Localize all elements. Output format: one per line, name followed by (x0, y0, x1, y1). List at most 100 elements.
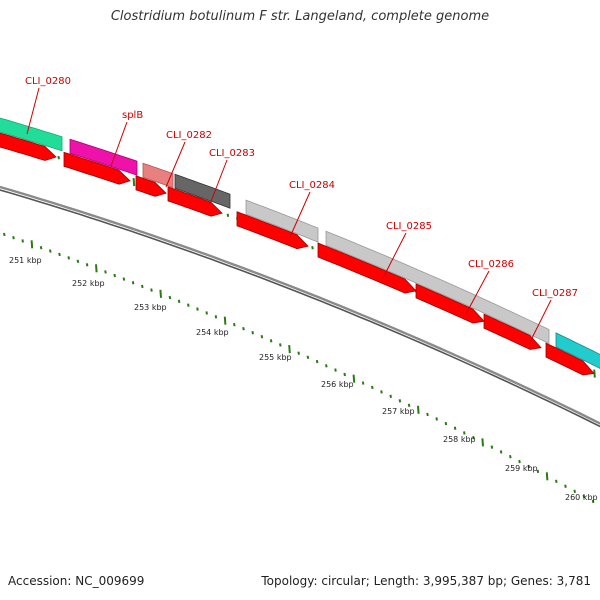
scale-tick (591, 499, 595, 504)
scale-tick (343, 372, 346, 377)
scale-tick (288, 344, 291, 354)
scale-tick (453, 426, 457, 430)
upper-tick (311, 246, 314, 250)
scale-tick (214, 315, 218, 319)
upper-tick (226, 213, 230, 217)
scale-tick (67, 256, 70, 260)
scale-tick (509, 455, 512, 459)
scale-tick (555, 479, 558, 483)
scale-tick (223, 316, 227, 325)
scale-tick (407, 403, 411, 408)
scale-tick (233, 322, 236, 327)
scale-tick (297, 351, 300, 355)
gene-label-cli-0285: CLI_0285 (386, 221, 432, 232)
cds-arrow (63, 151, 131, 185)
scale-tick (435, 417, 438, 421)
leader-line (528, 299, 552, 345)
cds-arrow (0, 132, 57, 161)
cds-track (0, 132, 595, 376)
scale-tick (260, 335, 264, 339)
upper-tick (57, 155, 60, 160)
scale-label-255: 255 kbp (259, 353, 292, 362)
scale-label-254: 254 kbp (196, 328, 229, 337)
scale-tick (150, 288, 153, 292)
scale-tick (104, 270, 107, 274)
feature-box-cli-0287 (555, 332, 600, 369)
scale-tick (196, 307, 199, 311)
scale-label-253: 253 kbp (134, 303, 167, 312)
scale-tick (177, 299, 181, 304)
leader-line (110, 121, 128, 167)
feature-box-cli-0284 (245, 199, 319, 243)
scale-tick (518, 459, 521, 464)
scale-tick (242, 326, 245, 331)
cds-arrow (236, 211, 309, 250)
scale-tick (352, 374, 356, 383)
leader-line (382, 232, 407, 279)
scale-tick (279, 343, 282, 347)
scale-tick (122, 277, 126, 281)
scale-tick (463, 431, 466, 435)
label-leaders (26, 87, 552, 345)
leader-line (465, 270, 490, 315)
upper-tick (132, 177, 136, 187)
scale-tick (582, 494, 586, 499)
scale-tick (39, 245, 43, 250)
scale-tick (95, 264, 98, 273)
gene-label-cli-0284: CLI_0284 (289, 180, 335, 191)
scale-label-258: 258 kbp (443, 435, 476, 444)
scale-tick (251, 330, 254, 335)
feature-box-cli-0283 (174, 173, 231, 209)
scale-tick (159, 289, 162, 298)
scale-tick (30, 240, 34, 249)
accession-label: Accession: NC_009699 (8, 574, 145, 588)
scale-label-251: 251 kbp (9, 256, 42, 265)
labels: CLI_0280 splB CLI_0282 CLI_0283 CLI_0284… (9, 76, 598, 502)
leader-line (26, 87, 40, 135)
gene-label-cli-0286: CLI_0286 (468, 259, 514, 270)
feature-box-splb (69, 138, 138, 176)
cds-arrow (415, 283, 485, 324)
scale-tick (205, 311, 208, 315)
leader-line (165, 141, 186, 188)
gene-label-cli-0280: CLI_0280 (25, 76, 71, 87)
scale-tick (371, 385, 374, 390)
scale-label-256: 256 kbp (321, 380, 354, 389)
scale-tick (573, 489, 576, 493)
scale-tick (315, 359, 319, 364)
cds-arrow (167, 186, 223, 217)
scale-tick (269, 339, 273, 343)
scale-tick (325, 364, 328, 368)
scale-tick (545, 472, 549, 481)
scale-tick (85, 263, 89, 267)
map-title: Clostridium botulinum F str. Langeland, … (110, 9, 490, 24)
scale-tick (49, 249, 52, 253)
scale-label-259: 259 kbp (505, 464, 538, 473)
scale-tick (481, 438, 484, 447)
scale-tick (58, 252, 61, 257)
feature-box-cli-0282 (142, 162, 174, 189)
scale-tick (417, 405, 420, 414)
scale-label-260: 260 kbp (565, 493, 598, 502)
scale-tick (472, 435, 475, 440)
leader-line (289, 191, 311, 238)
scale-tick (389, 394, 392, 399)
scale-tick (113, 273, 116, 278)
leader-line (209, 159, 228, 205)
scale-tick (131, 281, 135, 285)
scale-tick (361, 381, 365, 385)
backbone-outer (0, 185, 600, 425)
scale-tick (490, 445, 494, 449)
feature-box-cli-0280 (0, 117, 63, 152)
scale-tick (444, 421, 448, 426)
cds-arrow (545, 342, 595, 376)
scale-tick (306, 355, 310, 360)
cds-arrow (135, 175, 167, 197)
scale-tick (3, 232, 6, 237)
gene-label-cli-0287: CLI_0287 (532, 288, 578, 299)
genome-stats: Topology: circular; Length: 3,995,387 bp… (261, 574, 591, 588)
scale-tick (187, 303, 190, 307)
scale-tick (380, 390, 383, 394)
scale-tick (426, 412, 429, 417)
